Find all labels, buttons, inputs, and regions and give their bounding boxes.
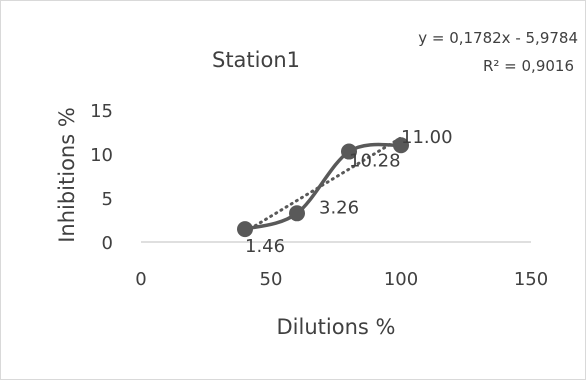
data-point [341, 143, 357, 160]
trendline-equation: y = 0,1782x - 5,9784 [418, 29, 578, 47]
data-point [393, 137, 409, 154]
trendline-r2: R² = 0,9016 [483, 57, 574, 75]
data-label: 3.26 [319, 197, 359, 218]
data-label: 10.28 [349, 151, 401, 172]
y-tick-label: 15 [90, 101, 113, 122]
x-tick-label: 0 [135, 269, 146, 290]
y-tick-labels: 0 5 10 15 [90, 101, 113, 254]
y-tick-label: 0 [102, 233, 113, 254]
series-line [243, 142, 403, 231]
x-tick-label: 150 [514, 269, 548, 290]
data-label: 11.00 [401, 127, 453, 148]
y-tick-label: 10 [90, 145, 113, 166]
x-tick-label: 100 [384, 269, 418, 290]
chart-title: Station1 [212, 48, 300, 72]
y-tick-label: 5 [102, 189, 113, 210]
y-axis-title: Inhibitions % [55, 107, 79, 243]
x-tick-label: 50 [260, 269, 283, 290]
x-tick-labels: 0 50 100 150 [135, 269, 548, 290]
data-label: 1.46 [245, 236, 285, 257]
data-point [237, 221, 253, 238]
data-point [289, 205, 305, 222]
x-axis-title: Dilutions % [277, 315, 396, 339]
